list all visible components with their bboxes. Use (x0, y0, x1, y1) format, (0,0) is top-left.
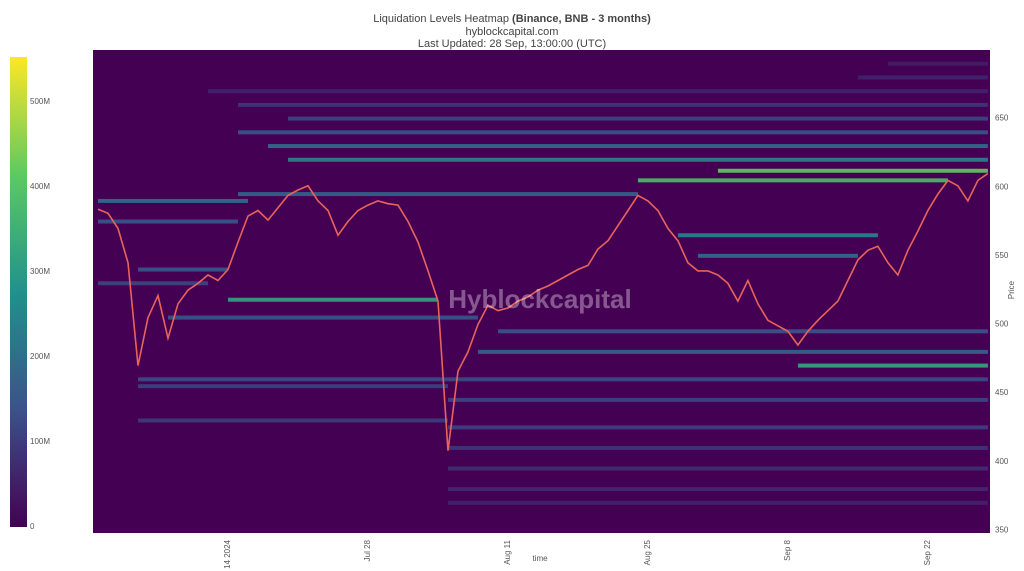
liquidation-level (447, 487, 988, 492)
liquidation-level (167, 315, 478, 320)
liquidation-level (227, 297, 438, 302)
liquidation-level (447, 397, 988, 402)
liquidation-level (797, 363, 988, 368)
liquidation-level (137, 418, 448, 423)
title-text: Liquidation Levels Heatmap (373, 13, 509, 25)
liquidation-level (97, 219, 238, 224)
liquidation-level (887, 61, 988, 66)
x-tick-label: Jul 14 2024 (223, 539, 232, 571)
colorbar-tick-label: 200M (30, 352, 50, 361)
liquidation-level (287, 116, 988, 121)
plot-area (97, 61, 989, 505)
liquidation-level (447, 500, 988, 505)
title-bold: (Binance, BNB - 3 months) (512, 13, 651, 25)
x-tick-label: Jul 28 (363, 539, 372, 561)
liquidation-level (677, 233, 878, 238)
colorbar-tick-label: 500M (30, 97, 50, 106)
chart-title: Liquidation Levels Heatmap (Binance, BNB… (373, 13, 651, 25)
liquidation-level (137, 377, 988, 382)
colorbar (10, 57, 27, 527)
y-tick-label: 350 (995, 525, 1009, 534)
liquidation-level (497, 329, 988, 334)
updated: Last Updated: 28 Sep, 13:00:00 (UTC) (418, 38, 606, 50)
liquidation-level (287, 157, 988, 162)
liquidation-level (137, 384, 448, 389)
liquidation-level (207, 89, 988, 94)
liquidation-level (447, 466, 988, 471)
x-tick-label: Sep 8 (783, 539, 792, 560)
liquidation-level (857, 75, 988, 80)
colorbar-tick-label: 0 (30, 522, 35, 531)
price-line (97, 172, 989, 451)
colorbar-tick-label: 300M (30, 267, 50, 276)
x-tick-label: Aug 11 (503, 539, 512, 564)
y-tick-label: 550 (995, 251, 1009, 260)
colorbar-tick-label: 100M (30, 437, 50, 446)
liquidation-level (697, 253, 858, 258)
liquidation-level (477, 349, 988, 354)
y-tick-label: 500 (995, 320, 1009, 329)
colorbar-tick-label: 400M (30, 182, 50, 191)
x-axis-label: time (532, 554, 548, 563)
liquidation-level (97, 281, 208, 286)
liquidation-level (97, 198, 248, 203)
liquidation-level (237, 192, 638, 197)
y-tick-label: 400 (995, 457, 1009, 466)
liquidation-level (637, 178, 948, 183)
x-tick-label: Sep 22 (923, 539, 932, 565)
liquidation-level (447, 445, 988, 450)
y-tick-label: 650 (995, 114, 1009, 123)
x-tick-label: Aug 25 (643, 539, 652, 565)
liquidation-level (717, 168, 988, 173)
liquidation-level (137, 267, 228, 272)
liquidation-level (447, 425, 988, 430)
y-axis-label: Price (1007, 280, 1016, 299)
y-tick-label: 450 (995, 388, 1009, 397)
y-tick-label: 600 (995, 182, 1009, 191)
liquidation-level (237, 102, 988, 107)
liquidation-level (267, 144, 988, 149)
liquidation-level (237, 130, 988, 135)
watermark: Hyblockcapital (448, 284, 632, 314)
subtitle: hyblockcapital.com (466, 26, 559, 38)
